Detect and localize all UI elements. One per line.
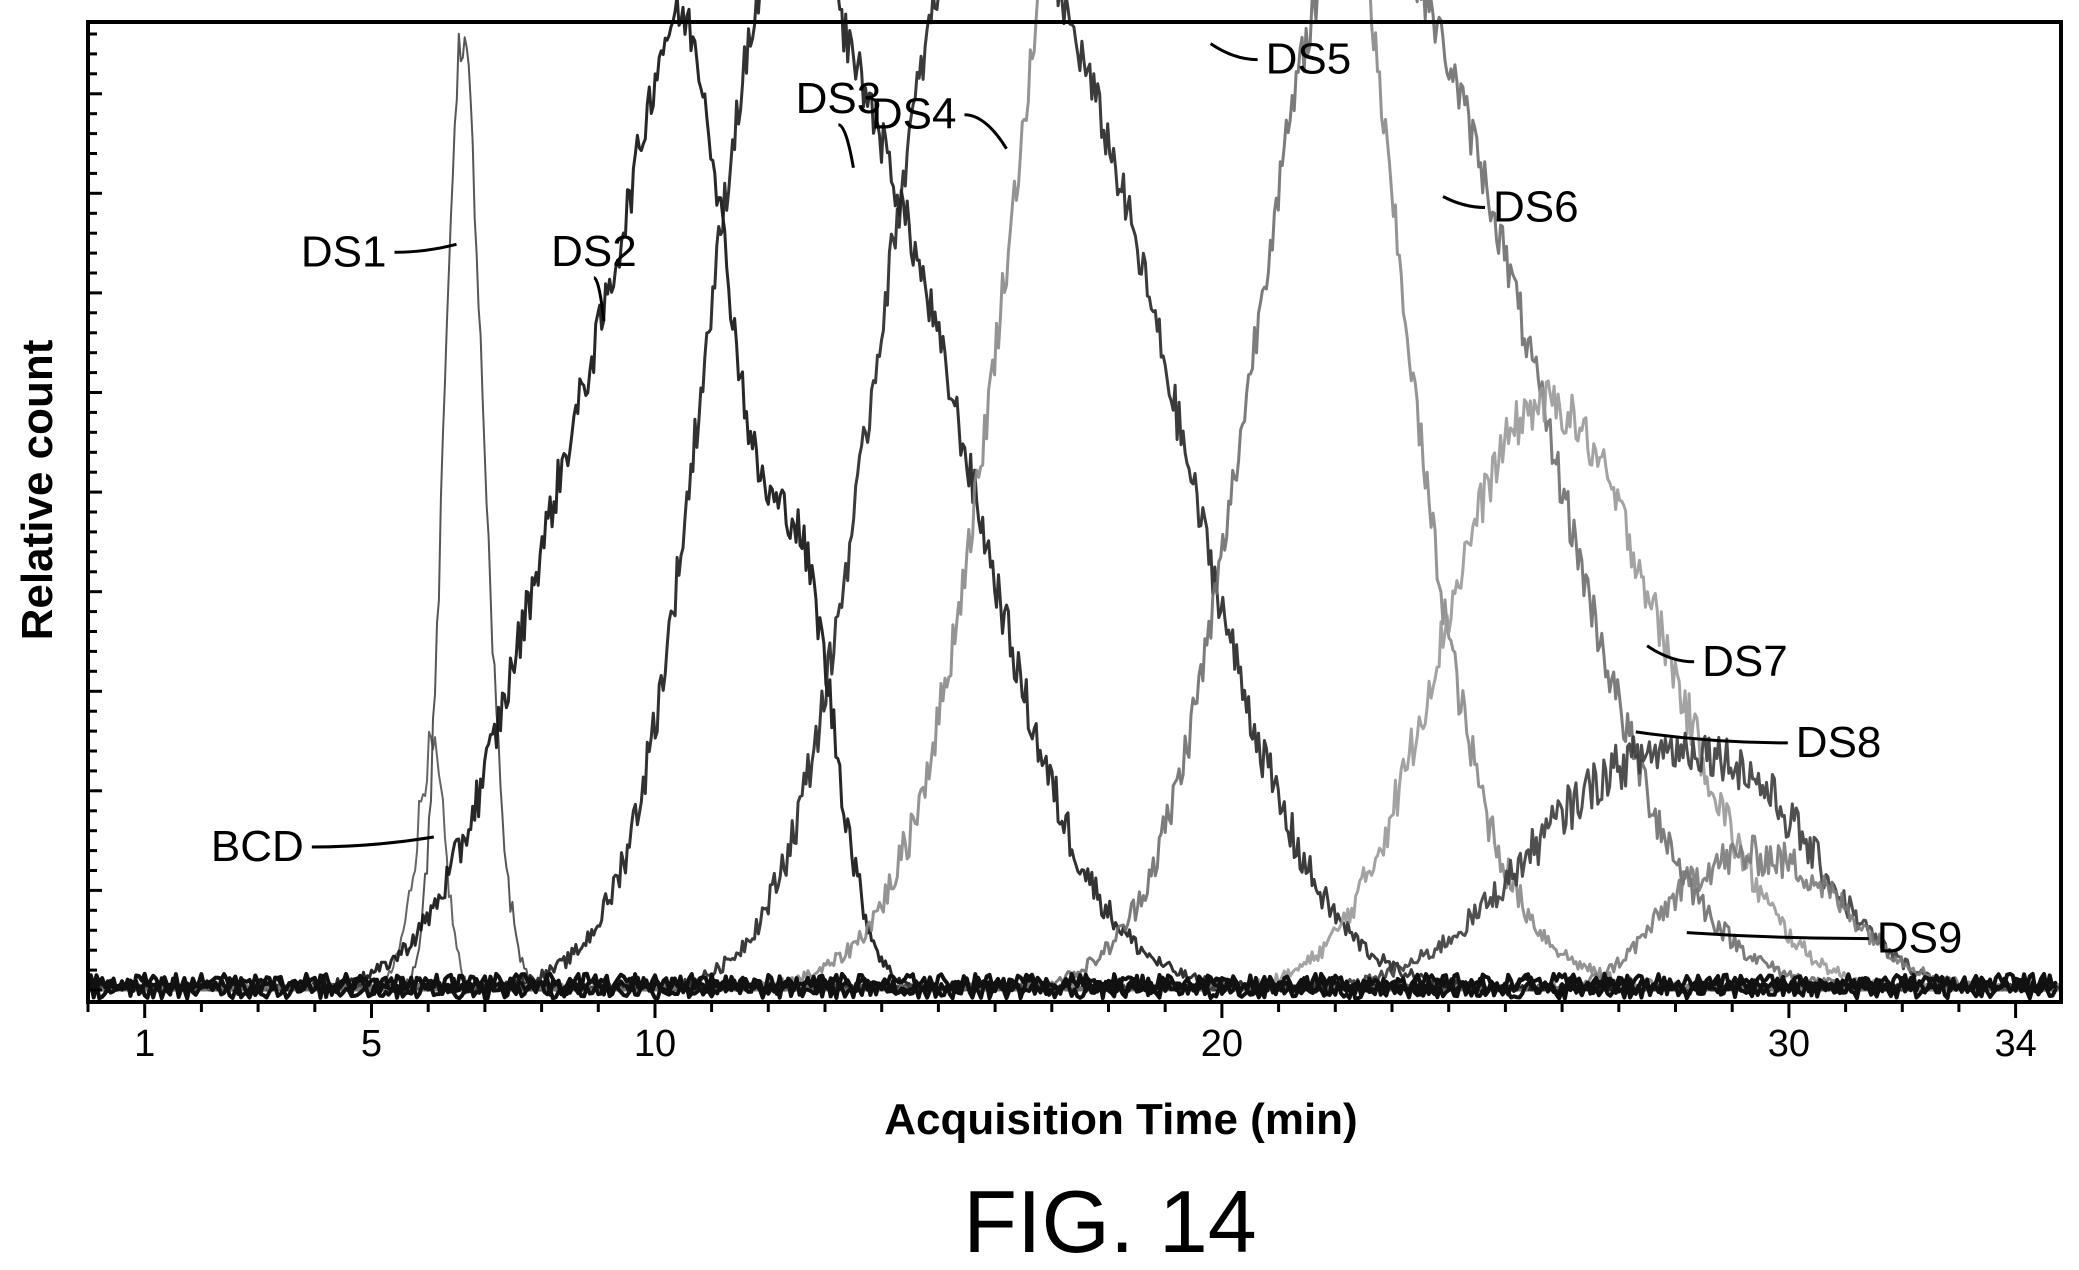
x-axis-title: Acquisition Time (min) <box>884 1095 1357 1144</box>
y-axis-title: Relative count <box>13 339 62 640</box>
leader-ds5 <box>1209 42 1258 62</box>
y-minor-ticks <box>88 32 102 992</box>
leader-ds2 <box>593 276 606 321</box>
leader-ds4 <box>964 113 1008 150</box>
x-ticks <box>86 1002 2018 1018</box>
x-tick-label: 20 <box>1201 1023 1243 1065</box>
peak-label-ds8: DS8 <box>1796 718 1882 767</box>
leader-ds8 <box>1635 730 1788 745</box>
peak-label-ds2: DS2 <box>551 227 637 276</box>
leader-ds7 <box>1646 644 1695 664</box>
x-tick-label: 34 <box>1994 1023 2036 1065</box>
x-tick-label: 1 <box>134 1023 155 1065</box>
peak-label-ds5: DS5 <box>1266 35 1352 84</box>
peak-label-ds3: DS3 <box>796 74 882 123</box>
leader-ds3 <box>837 123 855 169</box>
label-leader-lines <box>311 42 1869 941</box>
leader-ds6 <box>1442 195 1486 209</box>
peak-label-ds6: DS6 <box>1493 183 1579 232</box>
x-tick-labels: 1 5 10 20 30 34 <box>134 1023 2037 1065</box>
baseline-trace <box>88 971 2058 993</box>
x-tick-label: 10 <box>634 1023 676 1065</box>
peak-label-ds9: DS9 <box>1877 914 1963 963</box>
peak-label-ds4: DS4 <box>871 90 957 139</box>
leader-bcd <box>311 835 435 849</box>
leader-ds9 <box>1686 931 1869 941</box>
x-tick-label: 30 <box>1768 1023 1810 1065</box>
figure-caption: FIG. 14 <box>963 1172 1256 1270</box>
baseline-group <box>88 971 2058 1001</box>
peak-label-ds1: DS1 <box>301 227 387 276</box>
x-tick-label: 5 <box>361 1023 382 1065</box>
peak-label-ds7: DS7 <box>1702 637 1788 686</box>
peak-label-bcd: BCD <box>211 822 304 871</box>
leader-ds1 <box>394 242 457 254</box>
